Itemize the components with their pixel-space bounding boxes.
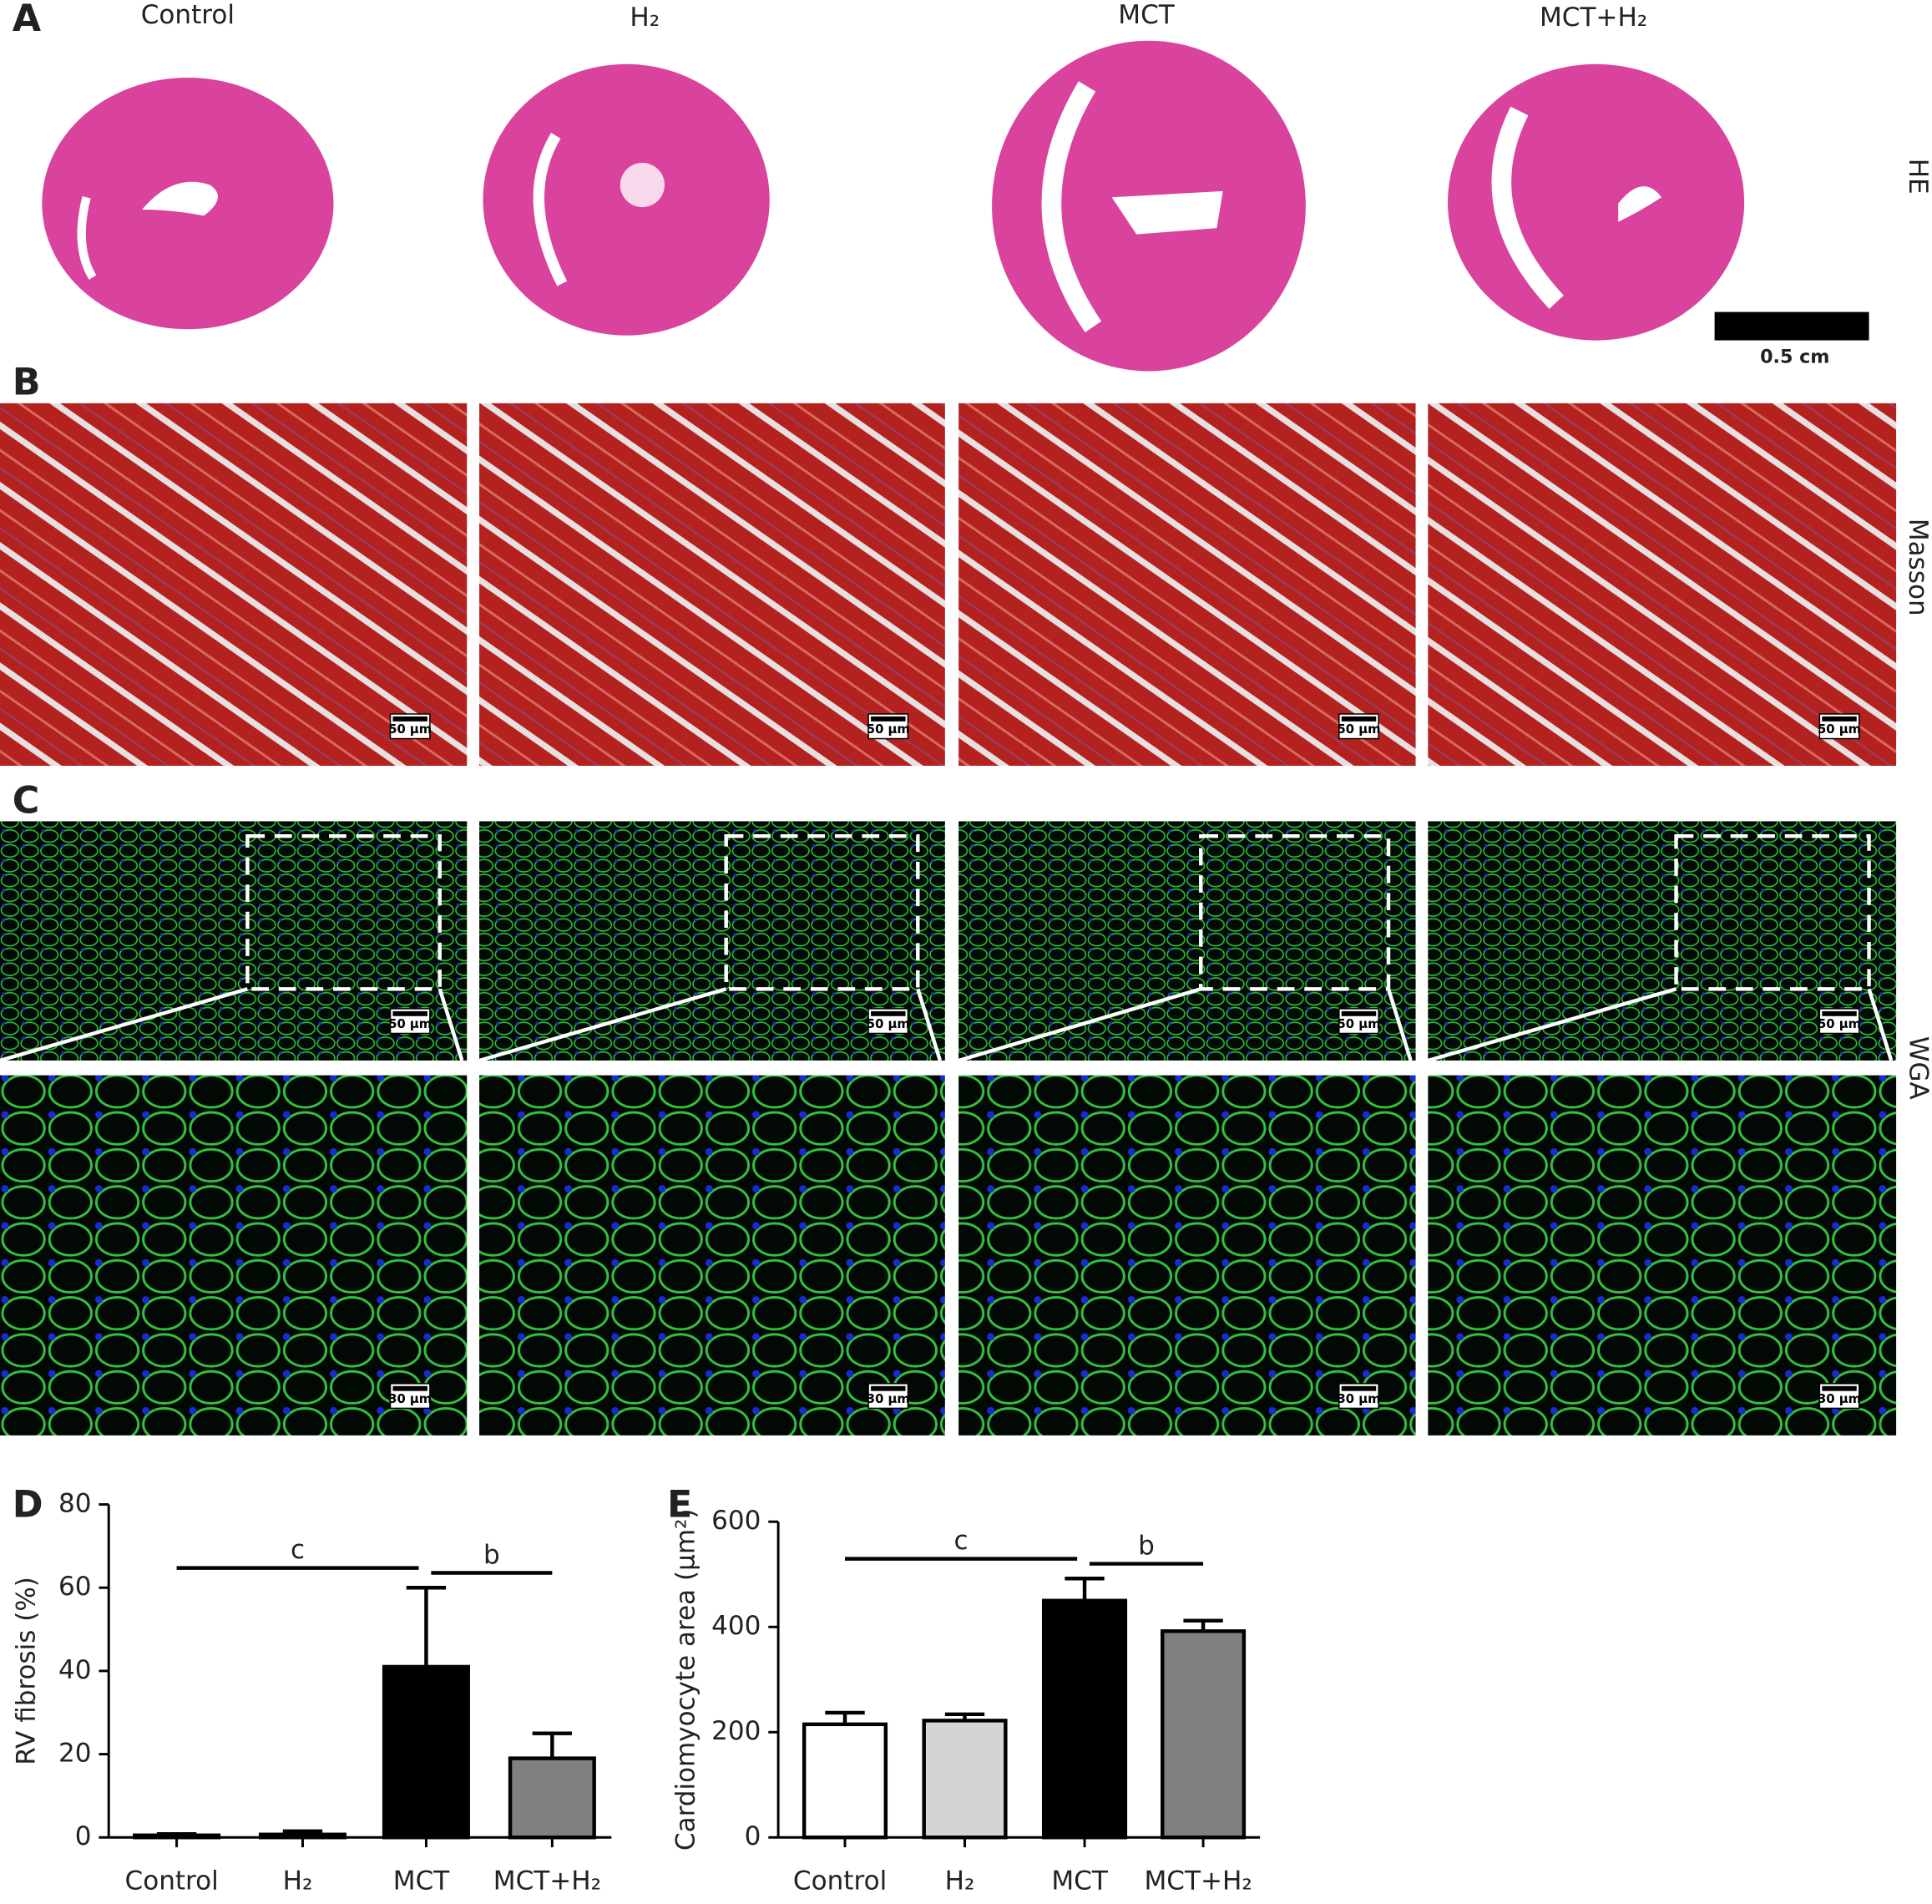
scale-bar <box>1822 716 1857 722</box>
zoom-line <box>437 988 464 1061</box>
scale-bar <box>1822 1010 1857 1016</box>
y-tick-label: 40 <box>58 1655 92 1685</box>
zoom-box <box>1199 833 1391 991</box>
scale-bar <box>392 1010 427 1016</box>
zoom-line <box>1427 987 1677 1063</box>
bar <box>802 1722 888 1840</box>
x-tick-label: MCT+H₂ <box>1145 1866 1252 1896</box>
y-tick-label: 60 <box>58 1572 92 1602</box>
scale-bar-label: 0.5 cm <box>1760 347 1829 368</box>
panel-label: E <box>667 1484 692 1527</box>
significance-label: b <box>1138 1531 1155 1561</box>
zoom-line <box>916 988 943 1061</box>
y-tick-label: 200 <box>711 1716 761 1746</box>
zoom-box <box>724 833 920 991</box>
zoom-line <box>1386 988 1413 1061</box>
micrograph <box>0 821 468 1061</box>
scale-bar <box>871 716 906 722</box>
micrograph <box>479 821 945 1061</box>
column-header: Control <box>141 0 235 30</box>
micrograph <box>958 1075 1416 1436</box>
scale-bar <box>392 1385 427 1391</box>
bar <box>508 1756 596 1840</box>
significance-label: c <box>291 1535 305 1565</box>
micrograph <box>0 403 468 767</box>
scale-bar-label: 30 µm <box>388 1392 432 1406</box>
x-tick-label: MCT <box>1051 1866 1109 1896</box>
bar <box>258 1832 347 1840</box>
y-tick-label: 400 <box>711 1611 761 1641</box>
micrograph <box>1428 403 1897 767</box>
scale-bar-label: 50 µm <box>1818 722 1861 737</box>
zoom-box <box>245 833 442 991</box>
scale-bar <box>1822 1385 1857 1391</box>
bar <box>382 1664 470 1840</box>
column-header: H₂ <box>630 3 660 33</box>
x-tick-label: MCT+H₂ <box>493 1866 601 1896</box>
scale-bar-label: 30 µm <box>1337 1392 1380 1406</box>
panel-label: D <box>13 1484 43 1527</box>
scale-bar <box>392 716 427 722</box>
significance-label: b <box>483 1540 500 1570</box>
row-label: WGA <box>1903 1036 1932 1100</box>
y-tick-label: 600 <box>711 1506 761 1536</box>
scale-bar-label: 30 µm <box>1818 1392 1861 1406</box>
micrograph <box>1428 1075 1897 1436</box>
micrograph <box>0 1075 468 1436</box>
zoom-line <box>958 987 1201 1063</box>
x-tick-label: MCT <box>393 1866 451 1896</box>
micrograph <box>479 403 945 767</box>
y-tick-label: 0 <box>745 1821 761 1851</box>
y-tick-label: 0 <box>75 1821 92 1851</box>
significance-label: c <box>954 1526 969 1556</box>
scale-bar-label: 50 µm <box>388 1017 432 1031</box>
y-axis-label: RV fibrosis (%) <box>12 1577 42 1765</box>
x-tick-label: Control <box>793 1866 887 1896</box>
bar <box>1161 1629 1247 1840</box>
zoom-box <box>1674 833 1871 991</box>
scale-bar-label: 50 µm <box>1337 1017 1380 1031</box>
y-tick-label: 20 <box>58 1739 92 1769</box>
scale-bar-label: 30 µm <box>867 1392 910 1406</box>
x-tick-label: H₂ <box>945 1866 975 1896</box>
bar <box>1041 1598 1128 1840</box>
panel-label: C <box>13 779 40 822</box>
micrograph <box>1428 821 1897 1061</box>
scale-bar <box>871 1010 906 1016</box>
y-axis-label: Cardiomyocyte area (µm²) <box>671 1508 701 1851</box>
micrograph <box>479 1075 945 1436</box>
zoom-line <box>0 987 249 1063</box>
scale-bar <box>1341 1010 1377 1016</box>
panel-label: B <box>13 362 41 404</box>
y-tick-label: 80 <box>58 1489 92 1519</box>
scale-bar-label: 50 µm <box>1337 722 1380 737</box>
scale-bar <box>871 1385 906 1391</box>
x-tick-label: Control <box>125 1866 219 1896</box>
he-images <box>42 40 1869 372</box>
micrograph <box>958 403 1416 767</box>
scale-bar-label: 50 µm <box>867 1017 910 1031</box>
column-header: MCT <box>1118 0 1176 30</box>
x-tick-label: H₂ <box>283 1866 313 1896</box>
column-header: MCT+H₂ <box>1540 3 1647 33</box>
row-label: Masson <box>1903 519 1932 616</box>
panel-label: A <box>13 0 42 40</box>
scale-bar <box>1341 716 1377 722</box>
scale-bar-label: 50 µm <box>867 722 910 737</box>
micrographs: 50 µm 50 µm 50 µm 50 µm 50 µm 50 µm 50 µm 50 µm… <box>0 403 1897 1436</box>
bar <box>133 1833 221 1840</box>
zoom-line <box>478 987 727 1063</box>
scale-bar-label: 50 µm <box>1818 1017 1861 1031</box>
scale-bar-label: 50 µm <box>388 722 432 737</box>
bar <box>922 1719 1008 1840</box>
scale-bar <box>1341 1385 1377 1391</box>
row-label: HE <box>1903 159 1932 195</box>
zoom-line <box>1867 988 1894 1061</box>
